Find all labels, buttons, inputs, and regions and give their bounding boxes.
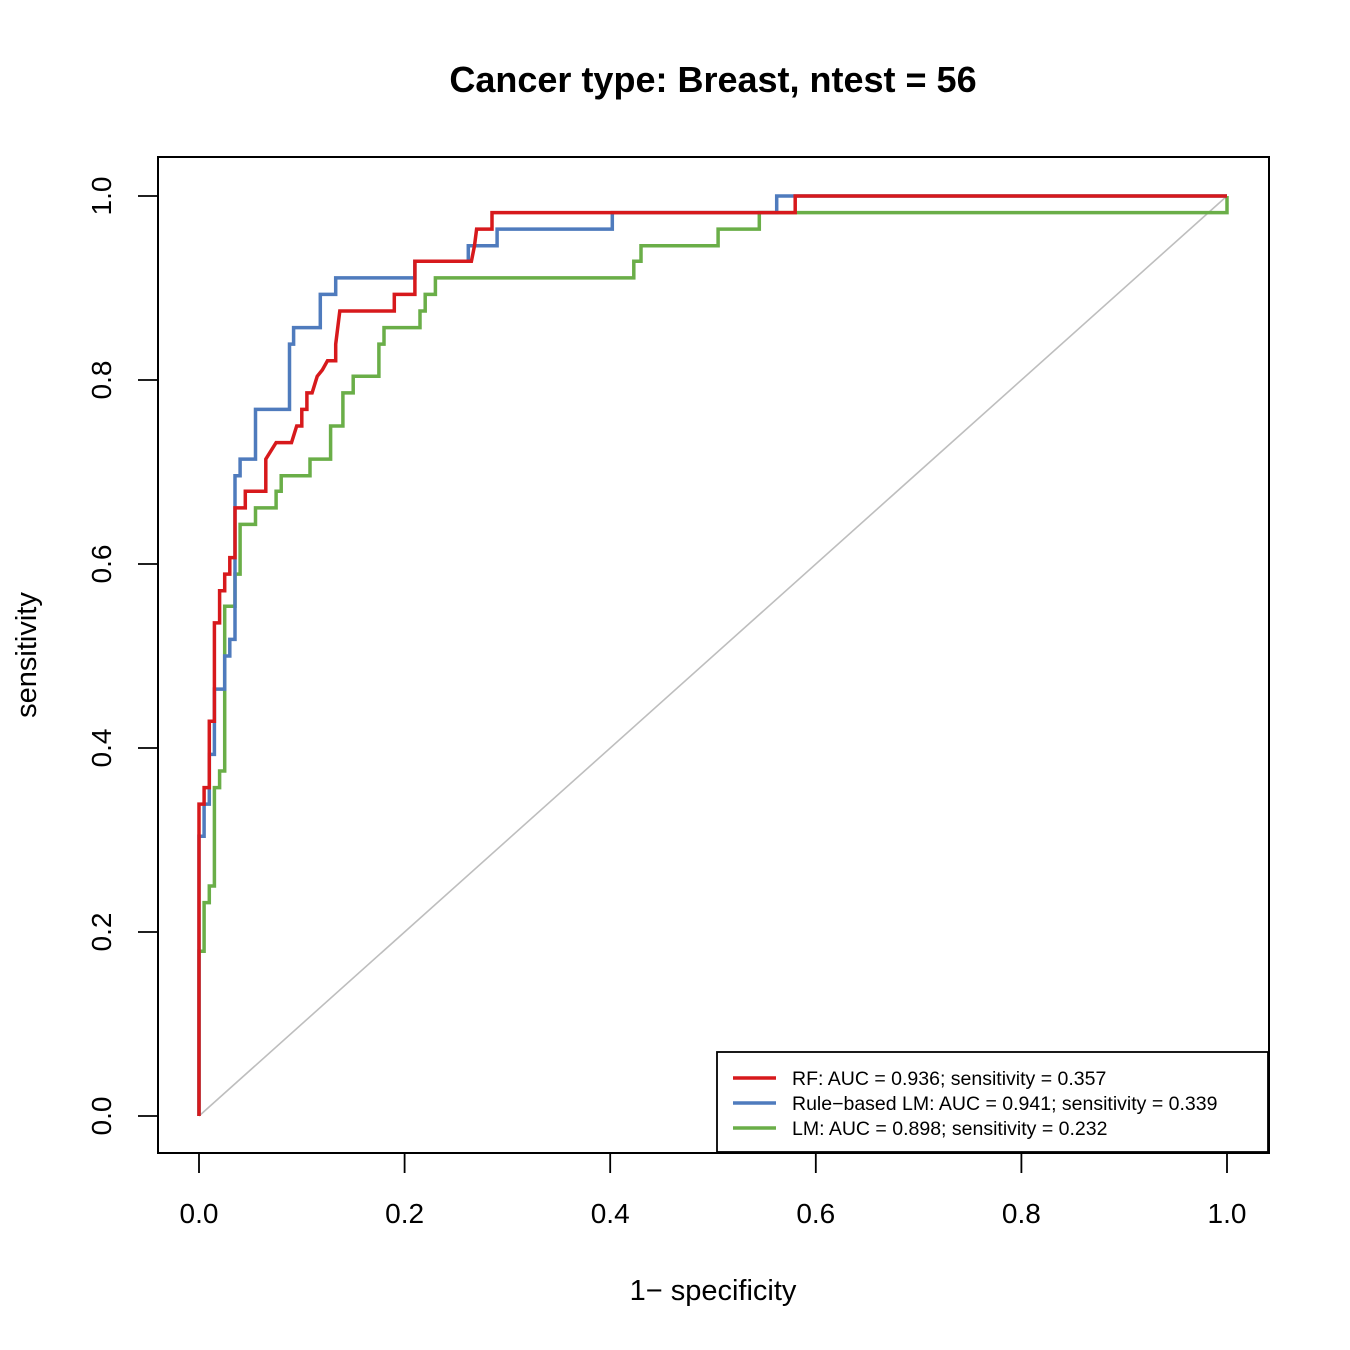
y-axis: 0.0 0.2 0.4 0.6 0.8 1.0 [86,177,159,1136]
legend-box [716,1051,1269,1153]
y-tick-label: 1.0 [86,177,117,216]
reference-diagonal-layer [198,195,1228,1117]
x-axis: 0.0 0.2 0.4 0.6 0.8 1.0 [180,1152,1247,1229]
series-layer [197,194,1229,1116]
x-axis-label: 1− specificity [630,1275,797,1307]
x-tick-label: 0.4 [591,1198,630,1229]
series-line-lm [197,196,1229,1116]
x-tick-label: 0.8 [1002,1198,1041,1229]
y-tick-label: 0.8 [86,361,117,400]
legend-label-lm: LM: AUC = 0.898; sensitivity = 0.232 [792,1118,1107,1140]
series-line-rf [197,194,1227,1116]
y-tick-label: 0.0 [86,1097,117,1136]
x-tick-label: 0.0 [180,1198,219,1229]
chart-title: Cancer type: Breast, ntest = 56 [449,59,976,100]
y-axis-label: sensitivity [11,592,43,718]
x-tick-label: 0.6 [796,1198,835,1229]
legend-label-rf: RF: AUC = 0.936; sensitivity = 0.357 [792,1068,1106,1090]
legend-label-rule-based-lm: Rule−based LM: AUC = 0.941; sensitivity … [792,1093,1217,1115]
x-tick-label: 0.2 [385,1198,424,1229]
y-tick-label: 0.6 [86,545,117,584]
legend: RF: AUC = 0.936; sensitivity = 0.357 Rul… [716,1051,1269,1153]
y-tick-label: 0.2 [86,913,117,952]
x-tick-label: 1.0 [1208,1198,1247,1229]
y-tick-label: 0.4 [86,729,117,768]
reference-diagonal-line [198,195,1228,1117]
